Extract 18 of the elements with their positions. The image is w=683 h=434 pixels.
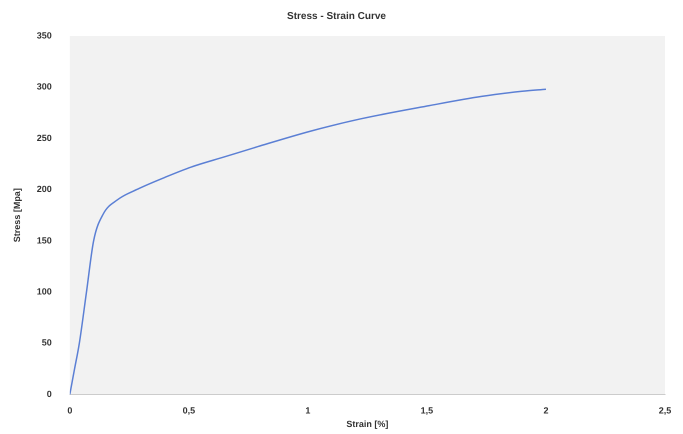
chart-title: Stress - Strain Curve (287, 10, 386, 22)
y-tick-label: 200 (36, 184, 52, 194)
x-tick-label: 2 (543, 405, 548, 416)
x-tick-label: 2,5 (658, 405, 672, 416)
x-tick-label: 1 (305, 405, 310, 416)
x-tick-label: 0,5 (182, 405, 196, 416)
y-tick-label: 300 (36, 82, 52, 92)
y-tick-label: 350 (36, 30, 52, 40)
line-series (70, 88, 547, 394)
y-tick-label: 50 (42, 338, 52, 348)
x-axis-title: Strain [%] (346, 419, 388, 430)
x-tick-label: 1,5 (420, 405, 434, 416)
y-tick-label: 250 (36, 132, 52, 143)
y-tick-label: 150 (36, 235, 52, 246)
y-axis-title: Stress [Mpa] (12, 188, 22, 242)
x-tick-label: 0 (67, 405, 72, 416)
y-tick-label: 0 (46, 388, 52, 399)
y-tick-label: 100 (36, 286, 52, 296)
